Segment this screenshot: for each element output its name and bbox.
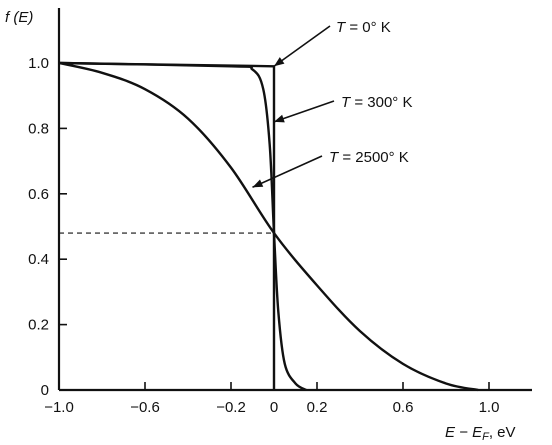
annotation-label-text-0: = 0° K — [345, 19, 391, 36]
annotation-arrowhead-1 — [274, 114, 285, 123]
annotation-arrow-line-1 — [273, 100, 335, 123]
x-axis-label-sub: F — [482, 431, 490, 443]
y-tick-label-0: 0 — [41, 382, 49, 399]
y-tick-label-3: 0.6 — [28, 186, 49, 203]
y-ticks: 0 0.2 0.4 0.6 0.8 1.0 — [28, 55, 67, 399]
annotation-arrowhead-0 — [274, 57, 285, 67]
annotation-label-prefix-2: T — [329, 149, 340, 166]
annotation-label-prefix-0: T — [336, 19, 347, 36]
annotation-label-prefix-1: T — [341, 94, 352, 111]
series-layer — [58, 61, 479, 392]
annotation-label-1: T = 300° K — [341, 94, 412, 111]
y-axis-label: f (E) — [5, 9, 33, 26]
x-tick-label-6: 1.0 — [479, 399, 500, 416]
x-tick-label-4: 0.2 — [307, 399, 328, 416]
y-tick-label-2: 0.4 — [28, 251, 49, 268]
series-line-2 — [58, 61, 479, 392]
x-tick-label-1: −0.6 — [130, 399, 160, 416]
annotation-label-0: T = 0° K — [336, 19, 391, 36]
annotation-arrowhead-2 — [252, 179, 264, 188]
annotation-label-text-2: = 2500° K — [338, 149, 409, 166]
series-line-0 — [58, 61, 276, 390]
annotation-layer: T = 0° KT = 300° KT = 2500° K — [252, 19, 412, 188]
annotation-label-2: T = 2500° K — [329, 149, 409, 166]
axes — [57, 8, 532, 392]
x-axis-label-unit: , eV — [489, 424, 516, 441]
x-axis-label-main: E − E — [445, 424, 483, 441]
y-tick-label-5: 1.0 — [28, 55, 49, 72]
x-tick-label-5: 0.6 — [393, 399, 414, 416]
x-tick-label-2: −0.2 — [216, 399, 246, 416]
annotation-arrow-line-2 — [252, 155, 323, 188]
x-axis-label: E − EF, eV — [445, 424, 516, 443]
x-tick-label-3: 0 — [270, 399, 278, 416]
y-tick-label-1: 0.2 — [28, 317, 49, 334]
x-ticks: −1.0 −0.6 −0.2 0 0.2 0.6 1.0 — [44, 382, 499, 416]
y-tick-label-4: 0.8 — [28, 120, 49, 137]
annotation-label-text-1: = 300° K — [350, 94, 412, 111]
x-tick-label-0: −1.0 — [44, 399, 74, 416]
series-line-1 — [58, 61, 307, 392]
annotation-arrow-line-0 — [273, 25, 331, 67]
y-axis-label-text: f (E) — [5, 9, 33, 26]
